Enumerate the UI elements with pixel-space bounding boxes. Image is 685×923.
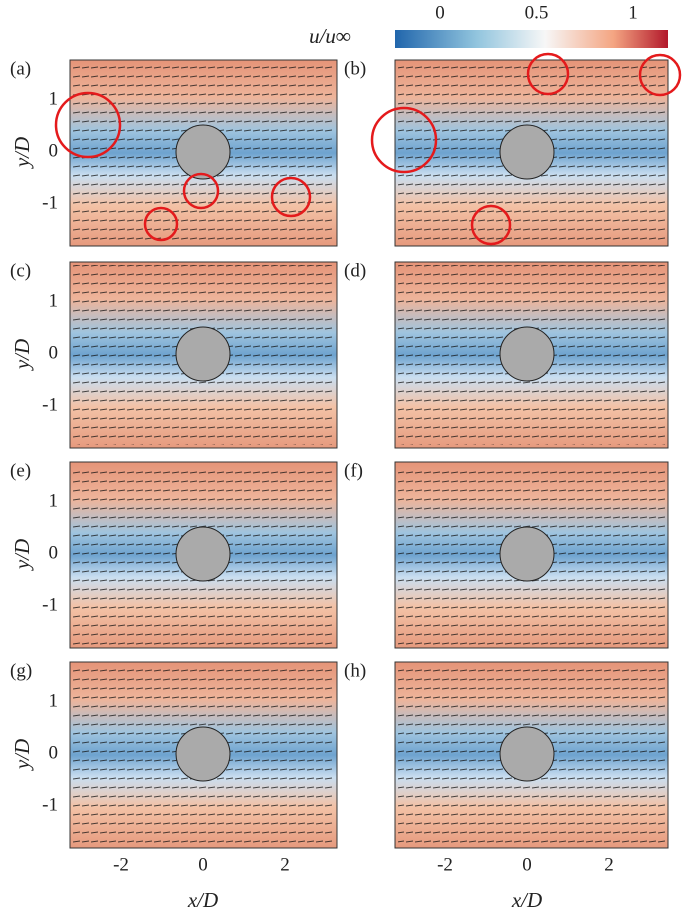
x-axis-label: x/D (511, 888, 542, 912)
panel-label: (c) (10, 260, 31, 281)
y-axis-label: y/D (10, 539, 34, 571)
colorbar-tick-label: 1 (628, 2, 638, 23)
colorbar-label: u/u∞ (309, 24, 351, 48)
panel-label: (e) (10, 460, 31, 481)
y-axis-label: y/D (10, 339, 34, 371)
y-tick-label: -1 (42, 394, 58, 415)
y-tick-label: 1 (49, 690, 59, 711)
colorbar-tick-label: 0 (435, 2, 445, 23)
panel-label: (a) (10, 58, 31, 79)
y-tick-label: 0 (49, 140, 59, 161)
highlight-circle (370, 106, 438, 174)
cylinder (175, 326, 231, 382)
panel-label: (g) (10, 660, 32, 681)
y-tick-label: 0 (49, 742, 59, 763)
colorbar (395, 30, 668, 48)
y-tick-label: -1 (42, 594, 58, 615)
x-tick-label: 2 (280, 854, 290, 875)
cylinder (499, 726, 555, 782)
y-tick-label: 1 (49, 490, 59, 511)
highlight-circle (270, 176, 312, 218)
y-axis-label: y/D (10, 137, 34, 169)
cylinder (175, 124, 231, 180)
highlight-circle (526, 52, 570, 96)
panel-label: (d) (344, 260, 366, 281)
y-tick-label: 0 (49, 542, 59, 563)
panel-label: (b) (344, 58, 366, 79)
highlight-circle (54, 91, 122, 159)
colorbar-tick-label: 0.5 (525, 2, 549, 23)
y-tick-label: 1 (49, 88, 59, 109)
panel-label: (h) (344, 660, 366, 681)
cylinder (499, 124, 555, 180)
y-tick-label: 0 (49, 342, 59, 363)
highlight-circle (470, 204, 512, 246)
cylinder (175, 526, 231, 582)
cylinder (499, 526, 555, 582)
x-tick-label: 0 (522, 854, 532, 875)
cylinder (499, 326, 555, 382)
x-tick-label: -2 (437, 854, 453, 875)
y-tick-label: -1 (42, 794, 58, 815)
x-tick-label: 0 (198, 854, 208, 875)
highlight-circle (143, 206, 179, 242)
cylinder (175, 726, 231, 782)
y-axis-label: y/D (10, 739, 34, 771)
x-tick-label: 2 (604, 854, 614, 875)
panel-label: (f) (344, 460, 363, 481)
y-tick-label: -1 (42, 192, 58, 213)
y-tick-label: 1 (49, 290, 59, 311)
x-axis-label: x/D (187, 888, 218, 912)
highlight-circle (638, 53, 682, 97)
highlight-circle (182, 172, 220, 210)
x-tick-label: -2 (113, 854, 129, 875)
